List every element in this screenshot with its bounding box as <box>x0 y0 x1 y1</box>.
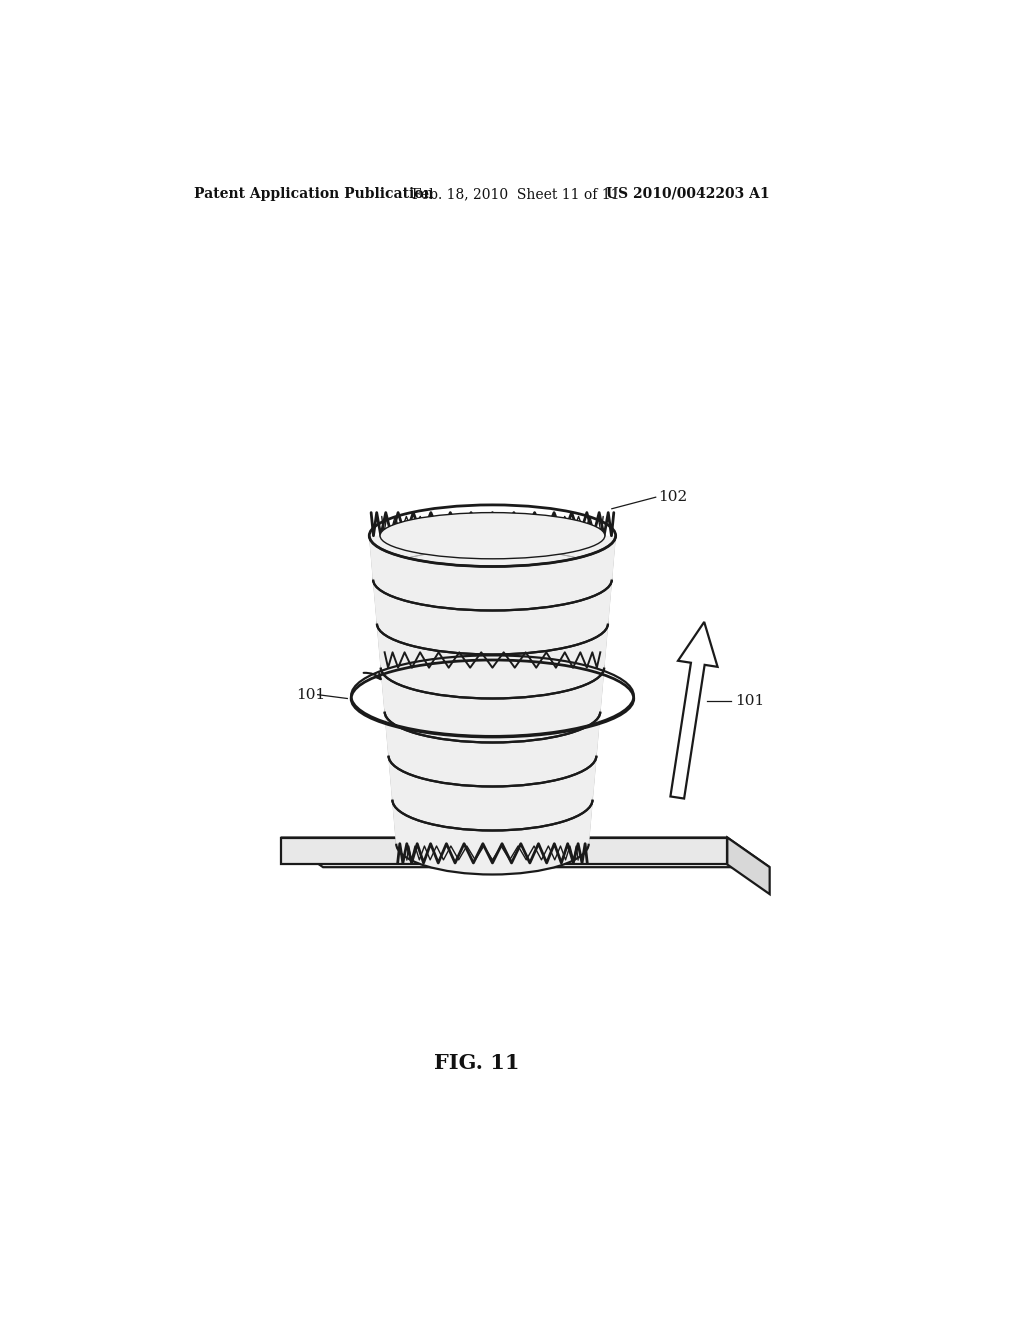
Text: Patent Application Publication: Patent Application Publication <box>195 187 434 201</box>
Polygon shape <box>388 755 596 830</box>
Text: 101: 101 <box>735 694 764 708</box>
Polygon shape <box>281 838 727 865</box>
FancyArrow shape <box>671 622 718 799</box>
Text: Feb. 18, 2010  Sheet 11 of 11: Feb. 18, 2010 Sheet 11 of 11 <box>412 187 620 201</box>
Polygon shape <box>385 711 600 787</box>
Polygon shape <box>392 800 593 874</box>
Text: US 2010/0042203 A1: US 2010/0042203 A1 <box>606 187 770 201</box>
Polygon shape <box>373 579 611 655</box>
Polygon shape <box>281 838 770 867</box>
Polygon shape <box>377 624 608 698</box>
Text: 101: 101 <box>296 688 326 702</box>
Polygon shape <box>370 536 615 610</box>
Polygon shape <box>381 668 604 742</box>
Text: FIG. 11: FIG. 11 <box>434 1053 520 1073</box>
Ellipse shape <box>380 512 605 558</box>
Text: 102: 102 <box>658 490 687 504</box>
Polygon shape <box>727 838 770 894</box>
Polygon shape <box>370 536 615 843</box>
